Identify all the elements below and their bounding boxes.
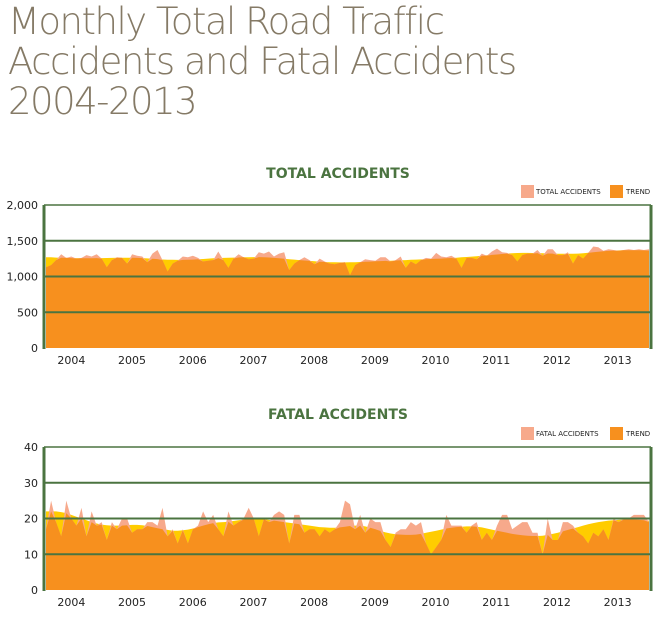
page-title: Monthly Total Road Traffic Accidents and… bbox=[8, 0, 517, 123]
y-tick-label: 0 bbox=[31, 342, 38, 355]
x-tick-label: 2004 bbox=[57, 596, 85, 609]
legend-swatch-trend bbox=[610, 185, 623, 198]
x-tick-label: 2007 bbox=[239, 354, 267, 367]
x-tick-label: 2008 bbox=[300, 354, 328, 367]
y-tick-label: 10 bbox=[24, 548, 38, 561]
x-tick-label: 2004 bbox=[57, 354, 85, 367]
x-tick-label: 2008 bbox=[300, 596, 328, 609]
trend-area bbox=[46, 250, 649, 348]
legend-label: TREND bbox=[625, 188, 650, 196]
legend-swatch-trend bbox=[610, 427, 623, 440]
y-tick-label: 1,000 bbox=[7, 271, 39, 284]
chart-title: FATAL ACCIDENTS bbox=[268, 407, 408, 423]
legend: FATAL ACCIDENTS TREND bbox=[521, 427, 650, 440]
x-tick-label: 2010 bbox=[422, 596, 450, 609]
x-tick-label: 2005 bbox=[118, 596, 146, 609]
y-tick-label: 0 bbox=[31, 584, 38, 597]
x-tick-label: 2007 bbox=[239, 596, 267, 609]
y-tick-label: 2,000 bbox=[7, 199, 39, 212]
x-tick-label: 2013 bbox=[604, 354, 632, 367]
x-tick-label: 2009 bbox=[361, 354, 389, 367]
chart-total-accidents: 0 500 1,000 1,500 2,000 2004 2005 2006 2007 2008 2… bbox=[7, 166, 653, 367]
x-tick-label: 2006 bbox=[179, 354, 207, 367]
x-tick-label: 2011 bbox=[482, 596, 510, 609]
chart-title: TOTAL ACCIDENTS bbox=[266, 166, 410, 182]
legend-label: TOTAL ACCIDENTS bbox=[535, 188, 601, 196]
x-tick-label: 2012 bbox=[543, 354, 571, 367]
trend-area bbox=[46, 511, 649, 590]
x-tick-label: 2005 bbox=[118, 354, 146, 367]
x-tick-label: 2010 bbox=[422, 354, 450, 367]
y-tick-label: 500 bbox=[17, 306, 38, 319]
x-tick-label: 2006 bbox=[179, 596, 207, 609]
x-tick-label: 2012 bbox=[543, 596, 571, 609]
legend-label: FATAL ACCIDENTS bbox=[536, 430, 599, 438]
y-tick-label: 1,500 bbox=[7, 235, 39, 248]
x-tick-label: 2009 bbox=[361, 596, 389, 609]
x-tick-label: 2013 bbox=[604, 596, 632, 609]
y-tick-label: 30 bbox=[24, 477, 38, 490]
y-tick-label: 20 bbox=[24, 513, 38, 526]
legend: TOTAL ACCIDENTS TREND bbox=[521, 185, 650, 198]
legend-swatch-data bbox=[521, 427, 534, 440]
chart-fatal-accidents: 0 10 20 30 40 2004 2005 2006 2007 2008 2009 2010 201… bbox=[24, 407, 653, 609]
legend-label: TREND bbox=[625, 430, 650, 438]
x-tick-label: 2011 bbox=[482, 354, 510, 367]
y-tick-label: 40 bbox=[24, 441, 38, 454]
legend-swatch-data bbox=[521, 185, 534, 198]
